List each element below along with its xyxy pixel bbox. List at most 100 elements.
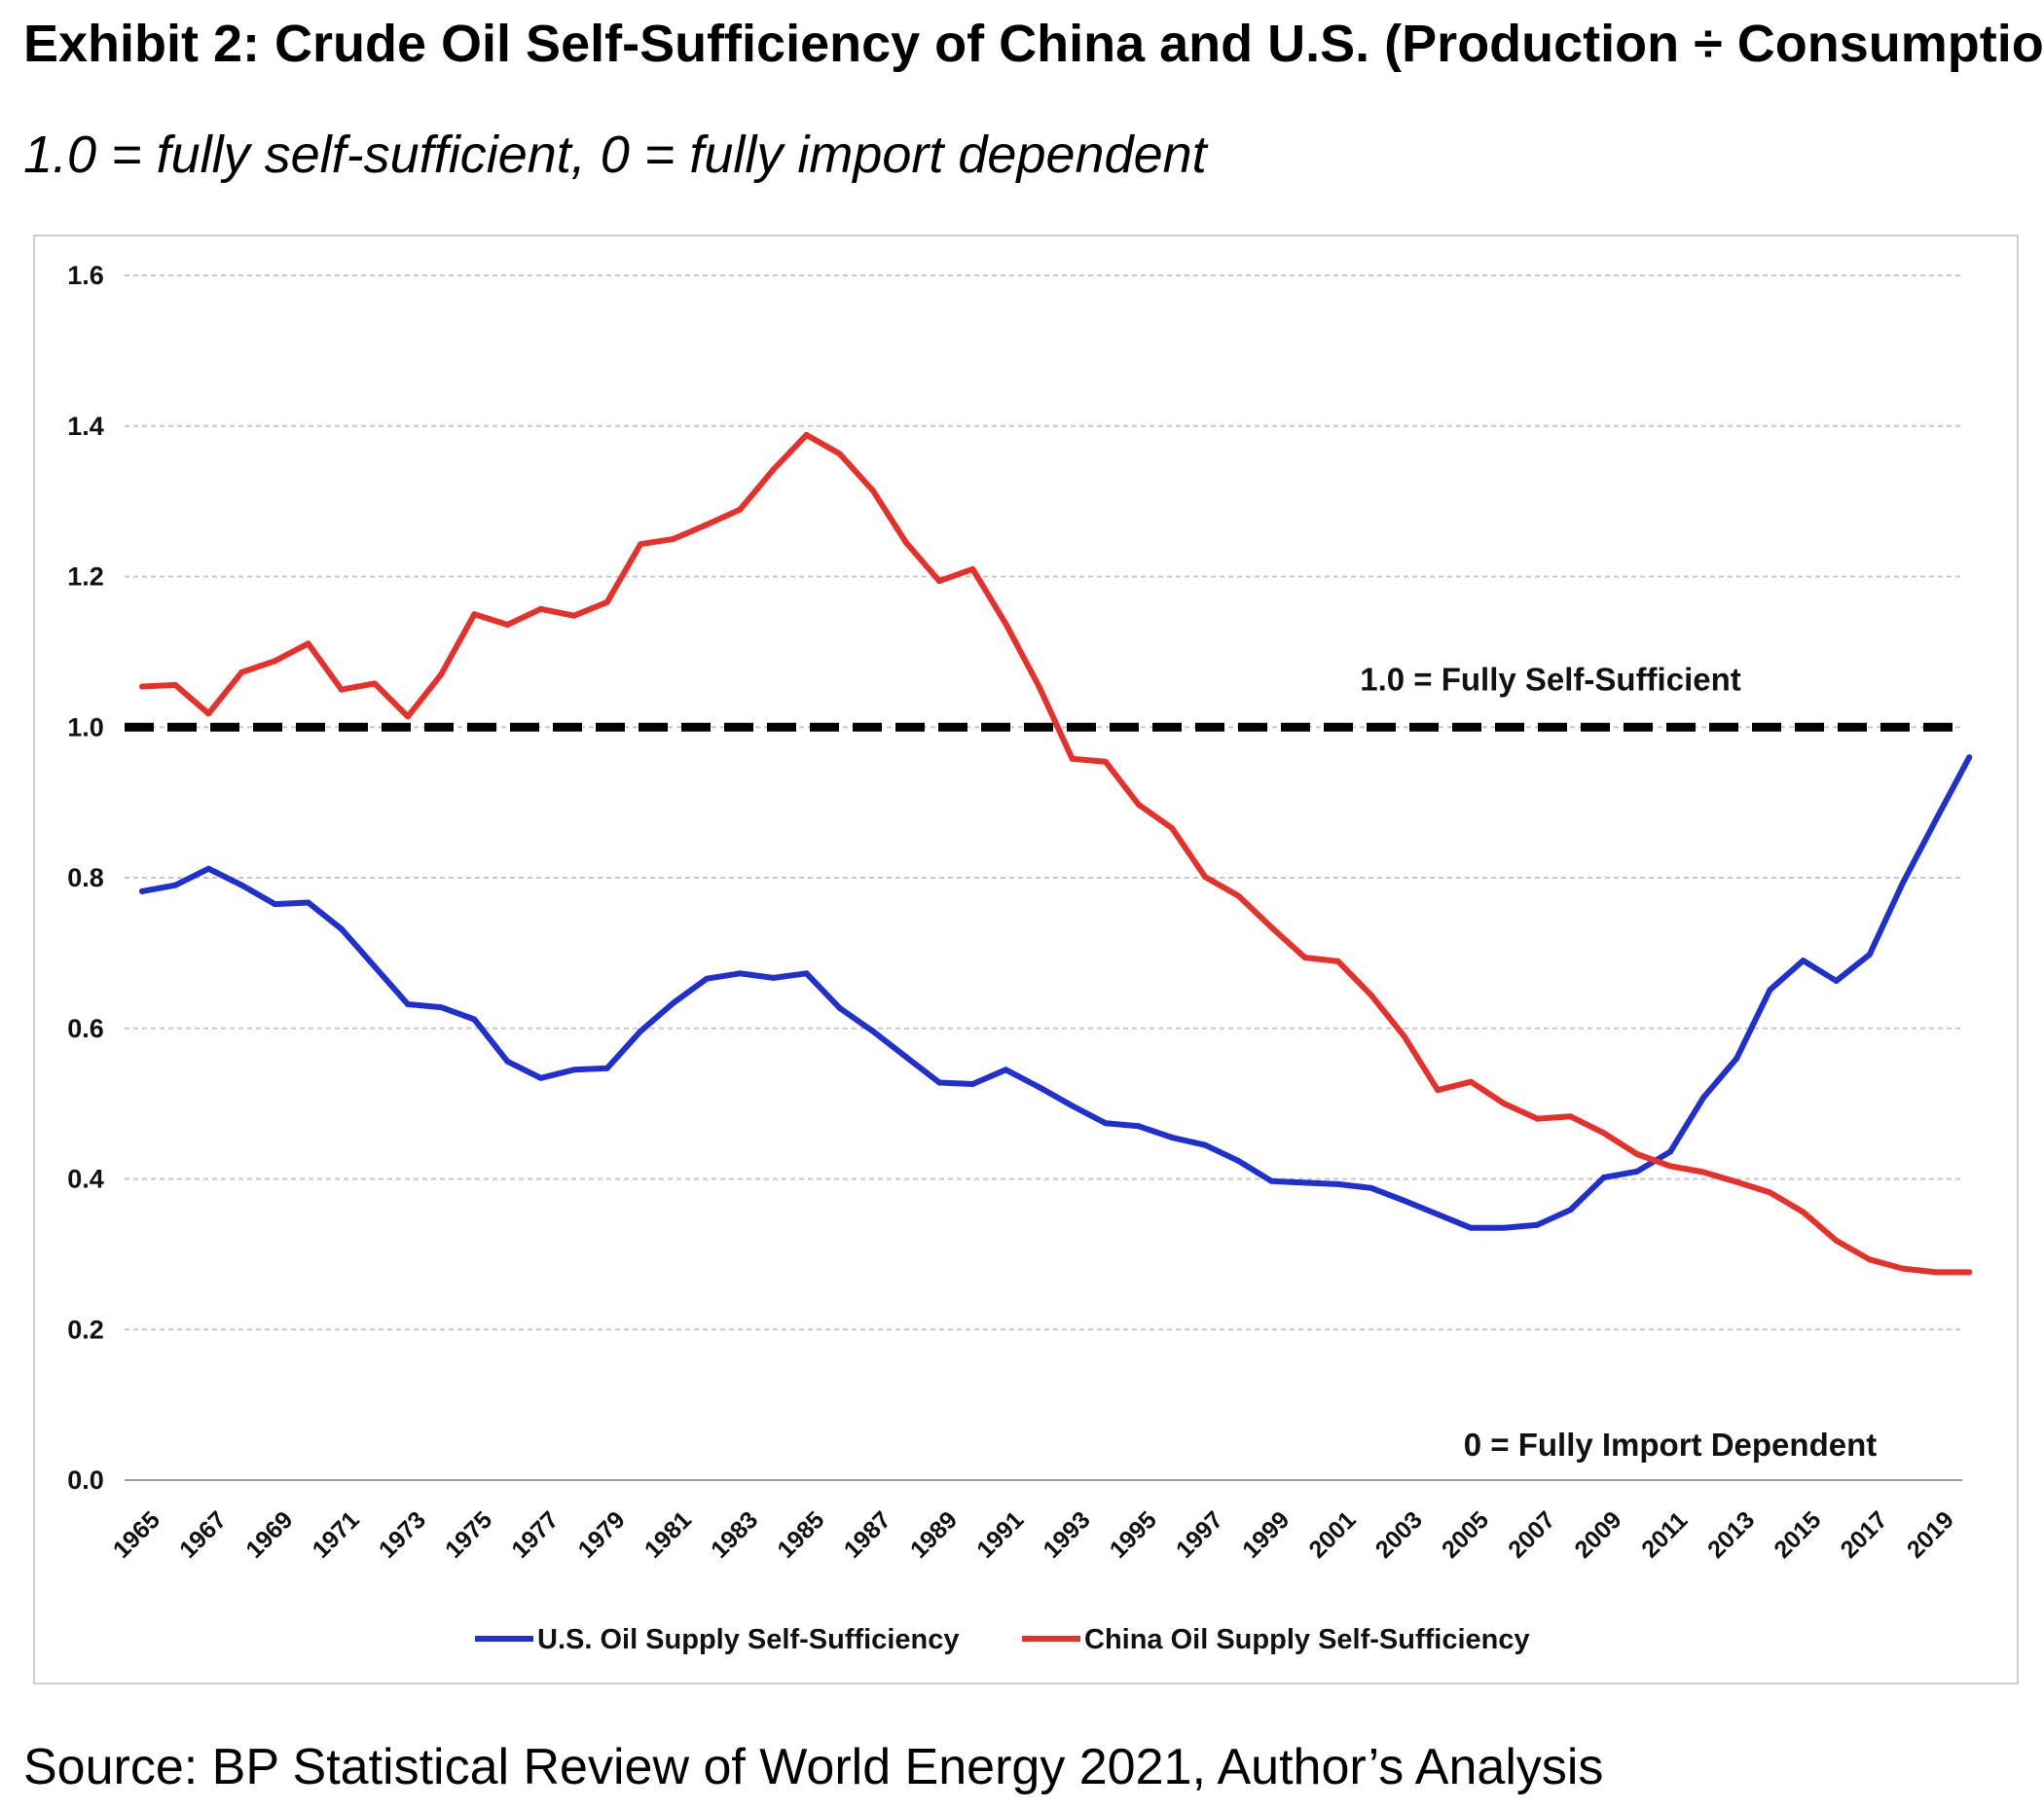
x-tick-label-2005: 2005 [1437,1506,1494,1564]
data-point-china-1989 [936,578,943,585]
y-tick-label-3: 0.6 [67,1014,104,1043]
data-point-china-1982 [704,522,711,528]
data-point-china-1994 [1102,758,1109,765]
data-point-china-1996 [1169,824,1175,831]
data-point-us-1990 [969,1081,976,1087]
data-point-china-2005 [1468,1078,1475,1085]
data-point-china-1983 [737,506,744,513]
x-tick-label-2001: 2001 [1303,1506,1361,1564]
data-point-china-1987 [869,488,876,494]
data-point-china-1997 [1202,874,1209,881]
data-point-china-2003 [1401,1033,1407,1040]
data-point-china-1986 [836,451,843,457]
data-point-us-1974 [438,1004,445,1011]
data-point-us-1983 [737,970,744,977]
data-point-china-1967 [205,710,212,717]
data-point-us-2008 [1567,1207,1574,1213]
series-line-china [139,432,1973,1276]
data-point-us-1973 [405,1001,411,1007]
data-point-us-1998 [1235,1157,1242,1164]
x-tick-label-2011: 2011 [1636,1506,1693,1563]
data-point-china-1999 [1268,924,1275,931]
data-point-china-1978 [570,612,577,619]
x-tick-label-1997: 1997 [1171,1506,1228,1564]
y-tick-label-7: 1.4 [67,412,104,441]
data-point-china-2019 [1933,1269,1939,1276]
x-tick-label-1999: 1999 [1237,1506,1295,1564]
x-tick-label-1981: 1981 [639,1506,697,1564]
y-tick-label-6: 1.2 [67,562,104,592]
chart-title-text: Exhibit 2: Crude Oil Self-Sufficiency of… [23,15,2044,73]
data-point-us-1980 [638,1028,643,1034]
data-point-us-1978 [570,1067,577,1073]
x-tick-label-2019: 2019 [1902,1506,1959,1564]
data-point-us-1970 [305,899,311,906]
series-line-us [139,754,1973,1231]
data-point-us-2017 [1866,951,1873,958]
x-tick-label-1985: 1985 [772,1506,829,1564]
x-tick-label-2017: 2017 [1836,1506,1893,1564]
data-point-china-1995 [1135,801,1142,808]
reference-line-label: 1.0 = Fully Self-Sufficient [1360,661,1741,697]
data-point-us-2000 [1301,1179,1308,1186]
data-point-us-2014 [1767,987,1773,994]
data-point-us-1986 [836,1004,843,1011]
x-tick-label-2007: 2007 [1503,1506,1560,1564]
data-point-us-2015 [1800,958,1807,964]
data-point-us-1968 [238,882,245,888]
data-point-china-2007 [1534,1115,1541,1122]
data-point-china-1971 [338,686,345,693]
data-point-us-1984 [770,974,777,981]
data-point-china-1980 [638,541,643,548]
x-tick-label-1995: 1995 [1105,1506,1162,1564]
x-tick-label-1991: 1991 [971,1506,1029,1564]
data-point-china-2008 [1567,1113,1574,1120]
data-point-us-2009 [1600,1175,1607,1180]
data-point-us-2001 [1334,1180,1341,1187]
y-tick-label-5: 1.0 [67,712,104,742]
chart-frame: 0.0 0.2 0.4 0.6 0.8 1.0 1.2 1.4 1.6 1965 1967 1969 1… [33,235,2019,1684]
data-point-us-1972 [371,963,378,970]
data-point-us-1997 [1202,1141,1209,1148]
data-point-china-1977 [537,605,544,612]
data-point-china-2016 [1833,1237,1840,1244]
chart-title: Exhibit 2: Crude Oil Self-Sufficiency of… [23,12,2044,74]
y-tick-label-4: 0.8 [67,863,104,892]
source-note: Source: BP Statistical Review of World E… [23,1739,1604,1795]
data-point-china-2014 [1767,1189,1773,1196]
data-point-us-1979 [603,1065,610,1071]
legend-label-us: U.S. Oil Supply Self-Sufficiency [537,1624,959,1655]
data-point-us-2020 [1966,754,1973,761]
data-point-china-2020 [1966,1269,1973,1276]
data-point-us-2005 [1468,1224,1475,1231]
data-point-us-1977 [537,1074,544,1081]
data-point-china-2001 [1334,958,1341,964]
data-point-china-2017 [1866,1256,1873,1263]
data-point-us-1987 [869,1028,876,1034]
data-point-china-1984 [770,466,777,473]
data-point-china-1974 [438,671,445,678]
x-tick-label-1969: 1969 [240,1506,298,1564]
x-tick-label-1977: 1977 [506,1506,564,1564]
x-tick-label-2013: 2013 [1702,1506,1760,1564]
data-point-us-1971 [338,925,345,932]
data-point-us-1982 [704,975,711,982]
data-point-china-1966 [172,681,179,688]
y-tick-label-2: 0.4 [67,1165,104,1194]
data-point-us-1969 [272,901,278,908]
data-point-us-2010 [1633,1168,1640,1175]
data-point-us-2016 [1833,978,1840,984]
data-point-us-1993 [1069,1103,1076,1109]
data-point-china-1985 [803,432,810,438]
data-point-us-2007 [1534,1221,1541,1228]
data-point-china-1973 [405,713,411,720]
y-tick-label-0: 0.0 [67,1466,104,1495]
data-point-us-1991 [1003,1067,1009,1073]
x-tick-label-1973: 1973 [374,1506,431,1564]
data-point-us-2002 [1368,1184,1374,1191]
data-point-china-1981 [671,535,677,542]
data-point-china-2002 [1368,992,1374,998]
data-point-china-1992 [1036,683,1042,690]
data-point-china-1969 [272,658,278,665]
